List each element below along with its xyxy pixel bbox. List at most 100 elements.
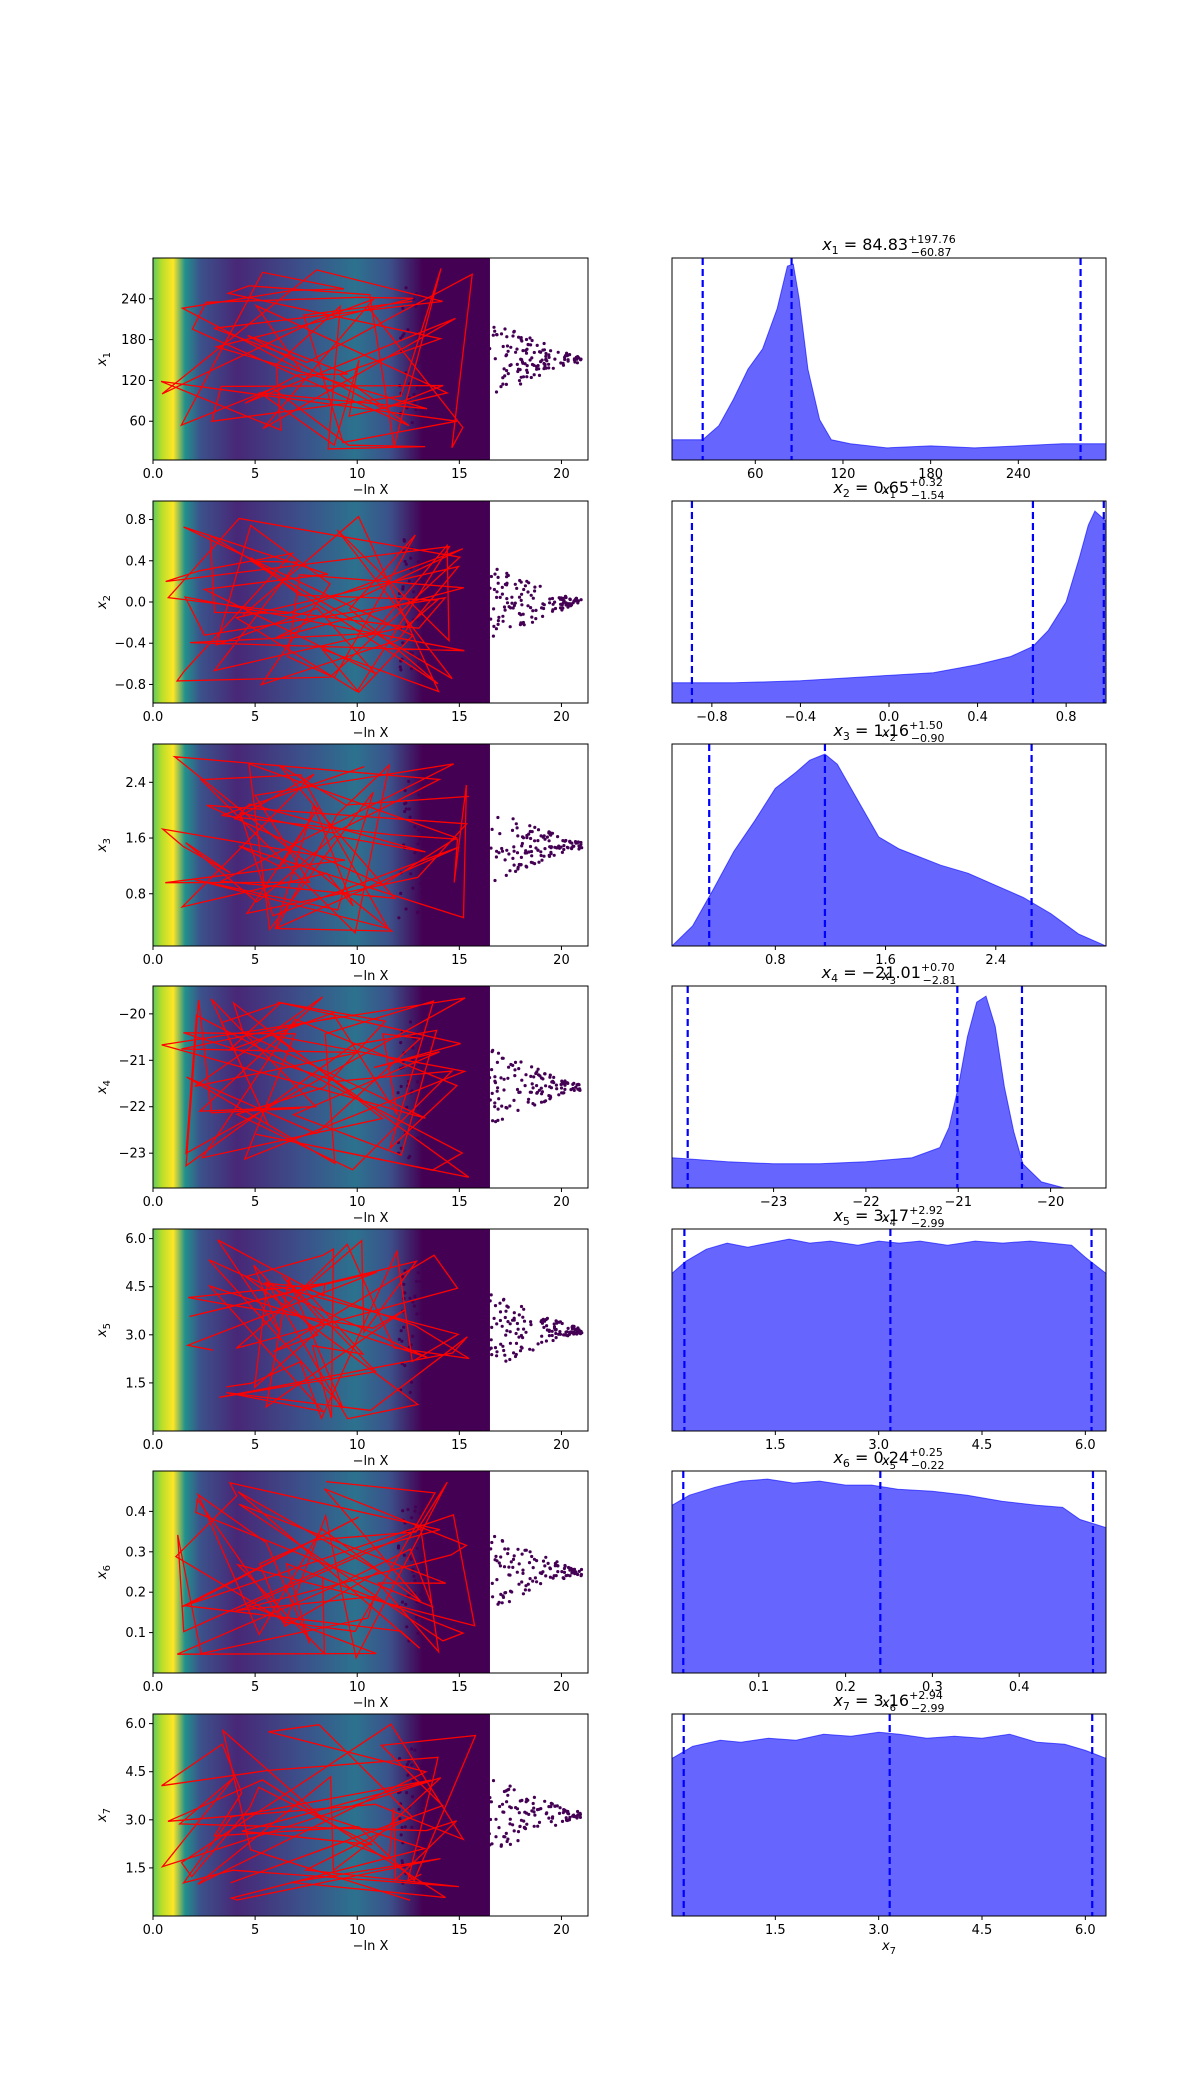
y-axis-label: x7 [95,1808,113,1823]
sample-point [461,312,465,316]
sample-point [442,1073,446,1077]
sample-point [580,846,584,850]
sample-point [531,609,535,613]
sample-point [578,1812,583,1817]
sample-point [506,1305,510,1309]
x-tick-label: 10 [349,1438,366,1453]
sample-point [437,365,441,369]
axes-frame [152,985,589,1189]
sample-point [411,1779,415,1783]
sample-point [403,1363,407,1368]
sample-point [529,1090,534,1094]
sample-point [455,1065,459,1070]
sample-point [472,1072,476,1077]
sample-point [448,1286,452,1290]
sample-point [443,1292,447,1296]
x-tick-label: 0.0 [879,710,900,725]
sample-point [469,1059,473,1063]
sample-point [561,606,565,610]
axes-frame [671,1713,1107,1917]
sample-point [435,1096,439,1100]
sample-point [485,882,489,886]
sample-point [551,602,555,606]
sample-point [397,1337,401,1341]
x-tick-label: 20 [553,1923,570,1938]
sample-point [487,1832,491,1836]
sample-point [544,357,548,362]
sample-point [557,1320,561,1324]
sample-point [513,1068,517,1072]
sample-point [447,1095,451,1099]
y-tick-label: 180 [121,333,146,348]
sample-point [520,1078,524,1082]
sample-point [426,848,430,852]
sample-point [555,1321,559,1325]
sample-point [519,1304,524,1309]
sample-point [458,892,462,897]
sample-point [509,363,513,367]
sample-point [473,622,477,626]
sample-point [563,1079,567,1083]
sample-point [494,1554,498,1558]
sample-point [495,590,499,594]
sample-point [407,779,411,784]
sample-point [498,1301,502,1305]
sample-point [550,596,555,601]
sample-point [544,1812,548,1816]
sample-point [433,1851,437,1855]
sample-point [494,1817,498,1821]
sample-point [502,1565,507,1569]
sample-point [486,1293,490,1297]
sample-point [548,1567,553,1571]
sample-point [420,1869,424,1873]
sample-point [432,1809,436,1813]
sample-point [492,587,496,592]
sample-point [556,835,560,839]
sample-point [480,616,484,620]
sample-point [450,1589,455,1593]
x-tick-label: 15 [451,1195,468,1210]
sample-point [539,1320,543,1324]
sample-point [579,1567,584,1572]
sample-point [537,367,541,371]
sample-point [412,1304,417,1308]
sample-point [548,1075,552,1079]
sample-point [427,1318,431,1322]
sample-point [476,837,480,841]
sample-point [482,1603,486,1607]
sample-point [416,361,421,365]
sample-point [401,587,405,591]
sample-point [478,356,483,360]
sample-point [498,1564,502,1568]
sample-point [528,1550,532,1554]
trace-plot-area [153,258,583,460]
sample-point [455,1595,460,1599]
sample-point [572,357,577,361]
sample-point [530,620,535,624]
sample-point [505,601,510,605]
sample-point [532,373,536,377]
posterior-panel-x3: 0.8 1.6 2.4 x3 x3 = 1.16+1.50 −0.90 [671,719,1107,987]
posterior-title: x5 = 3.17+2.92 −2.99 [832,1204,944,1230]
sample-point [502,1348,506,1353]
sample-point [426,813,430,817]
sample-point [562,1570,567,1574]
sample-point [401,1509,405,1513]
sample-point [418,1858,422,1862]
sample-point [493,1081,498,1085]
sample-point [490,1842,494,1846]
trace-panel-x4: 0.0 5 10 15 20 −23 −22 −21 −20 −ln X x4 [95,985,589,1226]
sample-point [493,1346,498,1350]
sample-point [475,398,479,402]
sample-point [576,840,580,844]
x-tick-label: 0.1 [748,1680,769,1695]
sample-point [482,1314,486,1318]
sample-point [463,1770,468,1775]
sample-point [528,336,532,340]
sample-point [565,1330,569,1334]
sample-point [408,1296,412,1300]
trace-panel-x3: 0.0 5 10 15 20 0.8 1.6 2.4 −ln X x3 [95,743,589,984]
sample-point [465,573,469,577]
sample-point [510,595,514,599]
sample-point [446,830,450,834]
